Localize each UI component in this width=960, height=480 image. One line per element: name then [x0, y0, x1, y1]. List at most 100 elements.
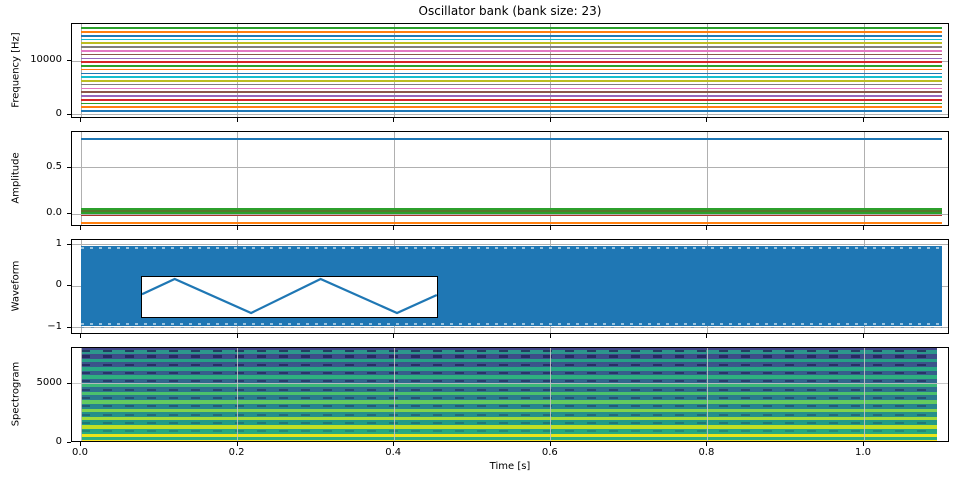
- amplitude-line: [81, 210, 943, 213]
- x-tick-mark: [549, 118, 551, 122]
- gridline-vertical: [550, 348, 552, 441]
- x-tick-mark: [706, 334, 708, 338]
- gridline-horizontal: [72, 167, 948, 169]
- amplitude-line: [81, 211, 943, 215]
- spectrogram-beat-dashes: [81, 349, 937, 353]
- oscillator-frequency-line: [81, 53, 943, 56]
- y-axis-label-frequency: Frequency [Hz]: [10, 32, 22, 108]
- x-tick-mark: [549, 226, 551, 230]
- x-tick-mark: [706, 442, 708, 446]
- y-tick-mark: [67, 113, 71, 115]
- spectrogram-harmonic-band: [81, 375, 937, 379]
- figure-title: Oscillator bank (bank size: 23): [418, 4, 602, 18]
- x-tick-mark: [80, 118, 81, 122]
- oscillator-frequency-line: [81, 87, 943, 90]
- y-tick-label: 5000: [36, 376, 62, 388]
- amplitude-line: [81, 208, 943, 211]
- gridline-horizontal: [72, 383, 948, 385]
- x-tick-mark: [236, 334, 238, 338]
- y-tick-label: 0: [55, 279, 62, 291]
- gridline-vertical: [863, 132, 865, 225]
- gridline-horizontal: [72, 114, 948, 116]
- y-axis-label-spectrogram: Spectrogram: [10, 361, 22, 427]
- gridline-horizontal: [72, 244, 948, 246]
- waveform-zoom-inset: [141, 276, 438, 318]
- spectrogram-beat-dashes: [81, 430, 937, 433]
- x-tick-label: 0.8: [698, 447, 715, 458]
- y-tick-label: 1: [55, 237, 62, 249]
- x-tick-mark: [393, 226, 395, 230]
- oscillator-frequency-line: [81, 49, 943, 52]
- x-tick-mark: [393, 334, 395, 338]
- gridline-vertical: [863, 348, 865, 441]
- y-tick-mark: [67, 382, 71, 384]
- x-tick-label: 1.0: [855, 447, 871, 458]
- waveform-bottom-ripple: [81, 323, 943, 326]
- y-tick-mark: [67, 442, 71, 443]
- gridline-horizontal: [72, 213, 948, 215]
- spectrogram-beat-dashes: [81, 363, 937, 366]
- axes-spectrogram: [71, 347, 949, 442]
- oscillator-frequency-line: [81, 34, 943, 37]
- gridline-vertical: [237, 348, 239, 441]
- y-tick-mark: [67, 326, 71, 328]
- spectrogram-harmonic-band: [81, 408, 937, 413]
- y-tick-mark: [67, 213, 71, 215]
- x-tick-mark: [863, 226, 864, 230]
- spectrogram-beat-dashes: [81, 388, 937, 391]
- spectrogram-beat-dashes: [81, 380, 937, 383]
- gridline-vertical: [237, 24, 239, 117]
- x-tick-mark: [549, 334, 551, 338]
- amplitude-line: [81, 221, 943, 224]
- x-tick-mark: [80, 334, 81, 338]
- y-tick-mark: [67, 60, 71, 62]
- y-tick-label: 0.0: [46, 207, 62, 219]
- oscillator-frequency-line: [81, 110, 943, 112]
- spectrogram-harmonic-band: [81, 350, 937, 354]
- oscillator-frequency-line: [81, 42, 943, 45]
- oscillator-frequency-line: [81, 72, 943, 75]
- x-tick-mark: [80, 226, 81, 230]
- spectrogram-beat-dashes: [81, 405, 937, 408]
- amplitude-line: [81, 214, 943, 217]
- y-tick-label: 0: [55, 436, 62, 447]
- spectrogram-harmonic-band: [81, 416, 937, 421]
- gridline-vertical: [706, 132, 708, 225]
- oscillator-frequency-line: [81, 76, 943, 78]
- oscillator-frequency-line: [81, 91, 943, 93]
- x-tick-label: 0.6: [541, 447, 558, 458]
- x-tick-mark: [706, 226, 708, 230]
- spectrogram-harmonic-band: [81, 439, 937, 441]
- x-tick-mark: [549, 442, 551, 446]
- waveform-under-ripple: [81, 326, 943, 329]
- y-tick-label: 0.5: [46, 160, 62, 172]
- oscillator-frequency-line: [81, 106, 943, 109]
- gridline-vertical: [550, 132, 552, 225]
- gridline-vertical: [80, 348, 82, 441]
- gridline-vertical: [393, 348, 395, 441]
- spectrogram-harmonic-band: [81, 400, 937, 404]
- spectrogram-beat-dashes: [81, 421, 937, 424]
- oscillator-frequency-line: [81, 68, 943, 71]
- axes-oscillator-frequencies: [71, 23, 949, 118]
- spectrogram-harmonic-band: [81, 391, 937, 396]
- gridline-vertical: [863, 24, 865, 117]
- x-tick-mark: [236, 226, 238, 230]
- y-tick-label: 10000: [30, 54, 62, 66]
- x-tick-mark: [706, 118, 708, 122]
- spectrogram-image: [81, 348, 937, 441]
- axes-amplitude: [71, 131, 949, 226]
- spectrogram-beat-dashes: [81, 413, 937, 416]
- spectrogram-harmonic-band: [81, 383, 937, 388]
- x-tick-mark: [393, 118, 395, 122]
- y-tick-label: 0: [55, 107, 62, 119]
- amplitude-line: [81, 138, 943, 141]
- x-tick-mark: [236, 118, 238, 122]
- oscillator-frequency-line: [81, 98, 943, 101]
- x-tick-label: 0.2: [228, 447, 245, 458]
- oscillator-frequency-line: [81, 65, 943, 67]
- gridline-vertical: [80, 24, 82, 117]
- spectrogram-harmonic-band: [81, 433, 937, 438]
- oscillator-frequency-line: [81, 102, 943, 105]
